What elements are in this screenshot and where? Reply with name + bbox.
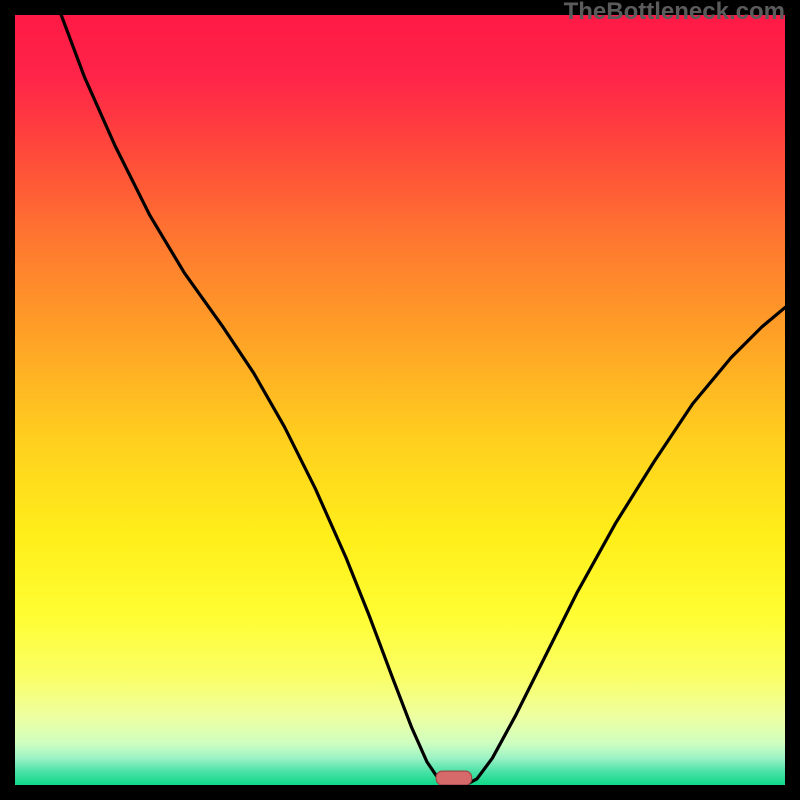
watermark-text: TheBottleneck.com	[564, 0, 785, 26]
gradient-background	[15, 15, 785, 785]
plot-area	[15, 15, 785, 785]
